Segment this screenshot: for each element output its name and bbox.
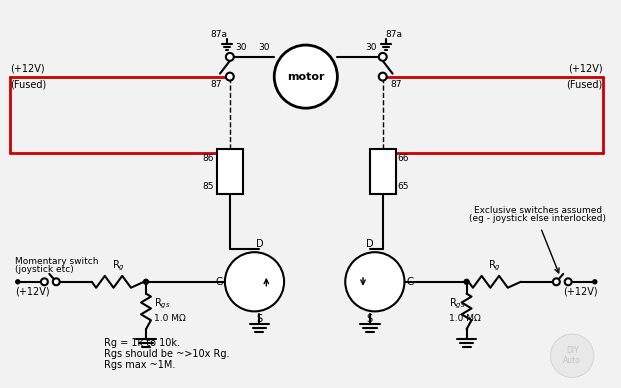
Text: R$_{gs}$: R$_{gs}$ [449,296,465,311]
Text: R$_{gs}$: R$_{gs}$ [154,296,171,311]
Circle shape [226,53,233,61]
Text: DIY
Auto: DIY Auto [563,346,581,365]
Text: 87a: 87a [210,30,227,39]
Text: 87: 87 [211,80,222,88]
Text: (+12V): (+12V) [568,64,603,74]
Circle shape [41,278,48,285]
Circle shape [143,279,148,284]
Text: 1.0 MΩ: 1.0 MΩ [154,314,186,323]
Text: 1.0 MΩ: 1.0 MΩ [449,314,481,323]
Circle shape [345,252,404,312]
Text: 66: 66 [397,154,409,163]
Text: Exclusive switches assumed: Exclusive switches assumed [474,206,602,215]
Text: R$_g$: R$_g$ [112,258,125,273]
Text: G: G [406,277,414,287]
Text: (joystick etc): (joystick etc) [15,265,73,274]
Text: motor: motor [287,72,325,81]
Text: S: S [367,314,373,324]
Text: (eg - joystick else interlocked): (eg - joystick else interlocked) [469,214,606,223]
Text: (+12V): (+12V) [15,287,50,297]
Circle shape [553,278,560,285]
Text: 30: 30 [258,43,270,52]
Text: S: S [256,314,263,324]
Text: 30: 30 [236,43,247,52]
Text: Rgs max ~1M.: Rgs max ~1M. [104,360,175,370]
Text: D: D [256,239,263,249]
Circle shape [464,279,469,284]
Circle shape [274,45,337,108]
Circle shape [550,334,594,378]
Text: 86: 86 [202,154,214,163]
Circle shape [225,252,284,312]
Circle shape [226,73,233,81]
Circle shape [564,278,572,285]
Bar [370,149,396,194]
Text: (+12V): (+12V) [563,287,598,297]
Text: Rg = 1k to 10k.: Rg = 1k to 10k. [104,338,179,348]
Circle shape [16,280,20,284]
Circle shape [379,53,387,61]
Circle shape [53,278,60,285]
Text: 87a: 87a [386,30,402,39]
Text: Momentary switch: Momentary switch [15,257,98,266]
Text: 85: 85 [202,182,214,191]
Text: G: G [215,277,223,287]
Circle shape [593,280,597,284]
Text: (Fused): (Fused) [10,80,46,90]
Text: Rgs should be ~>10x Rg.: Rgs should be ~>10x Rg. [104,349,229,359]
Text: (+12V): (+12V) [10,64,45,74]
Text: (Fused): (Fused) [566,80,603,90]
Text: 87: 87 [391,80,402,88]
Text: 65: 65 [397,182,409,191]
Circle shape [379,73,387,81]
Text: D: D [366,239,374,249]
Text: R$_g$: R$_g$ [487,258,501,273]
Bar [217,149,243,194]
Text: 30: 30 [365,43,377,52]
